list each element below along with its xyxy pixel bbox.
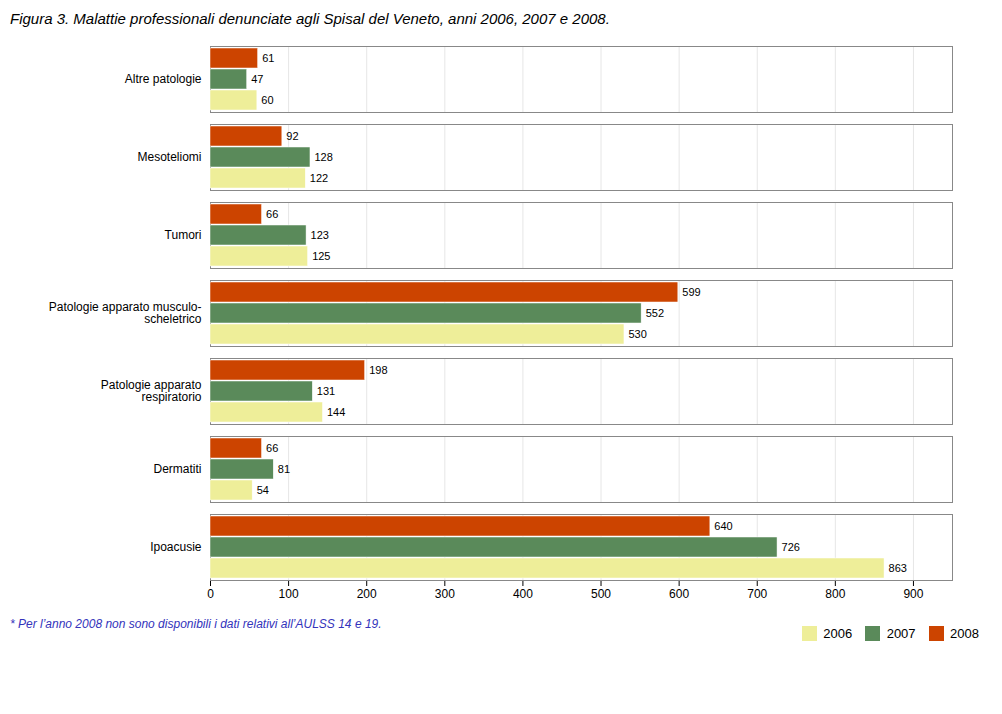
html-text:Figura 3. Malattie professiona: Figura 3. Malattie professionali denunci… <box>10 10 610 27</box>
svg-text:81: 81 <box>278 463 290 475</box>
svg-text:Patologie apparatorespiratorio: Patologie apparatorespiratorio <box>101 378 202 404</box>
svg-text:54: 54 <box>257 484 269 496</box>
svg-text:92: 92 <box>286 130 298 142</box>
svg-text:600: 600 <box>669 587 689 601</box>
svg-text:Tumori: Tumori <box>165 228 202 242</box>
svg-text:Patologie apparato musculo-sch: Patologie apparato musculo-scheletrico <box>49 300 202 326</box>
svg-text:128: 128 <box>314 151 332 163</box>
svg-text:Ipoacusie: Ipoacusie <box>150 540 202 554</box>
html-text:* Per l’anno 2008 non sono dis: * Per l’anno 2008 non sono disponibili i… <box>10 617 382 631</box>
svg-text:125: 125 <box>312 250 330 262</box>
svg-text:131: 131 <box>317 385 335 397</box>
svg-text:0: 0 <box>207 587 214 601</box>
svg-text:100: 100 <box>279 587 299 601</box>
svg-text:726: 726 <box>782 541 800 553</box>
svg-text:Mesoteliomi: Mesoteliomi <box>137 150 201 164</box>
svg-text:599: 599 <box>682 286 700 298</box>
svg-text:66: 66 <box>266 442 278 454</box>
svg-text:400: 400 <box>513 587 533 601</box>
svg-text:200: 200 <box>357 587 377 601</box>
html-text:2006: 2006 <box>823 626 853 641</box>
svg-text:863: 863 <box>889 562 907 574</box>
svg-text:900: 900 <box>903 587 923 601</box>
svg-text:123: 123 <box>311 229 329 241</box>
svg-text:500: 500 <box>591 587 611 601</box>
svg-text:300: 300 <box>435 587 455 601</box>
svg-text:800: 800 <box>825 587 845 601</box>
svg-text:640: 640 <box>714 520 732 532</box>
svg-text:198: 198 <box>369 364 387 376</box>
svg-text:122: 122 <box>310 172 328 184</box>
svg-text:47: 47 <box>251 73 263 85</box>
svg-text:Altre patologie: Altre patologie <box>125 72 202 86</box>
html-text:2007: 2007 <box>886 626 916 641</box>
svg-text:144: 144 <box>327 406 345 418</box>
svg-text:552: 552 <box>646 307 664 319</box>
svg-text:700: 700 <box>747 587 767 601</box>
html-text:2008: 2008 <box>950 626 979 641</box>
svg-text:60: 60 <box>261 94 273 106</box>
svg-text:Dermatiti: Dermatiti <box>153 462 201 476</box>
svg-text:530: 530 <box>628 328 646 340</box>
svg-text:61: 61 <box>262 52 274 64</box>
svg-text:66: 66 <box>266 208 278 220</box>
